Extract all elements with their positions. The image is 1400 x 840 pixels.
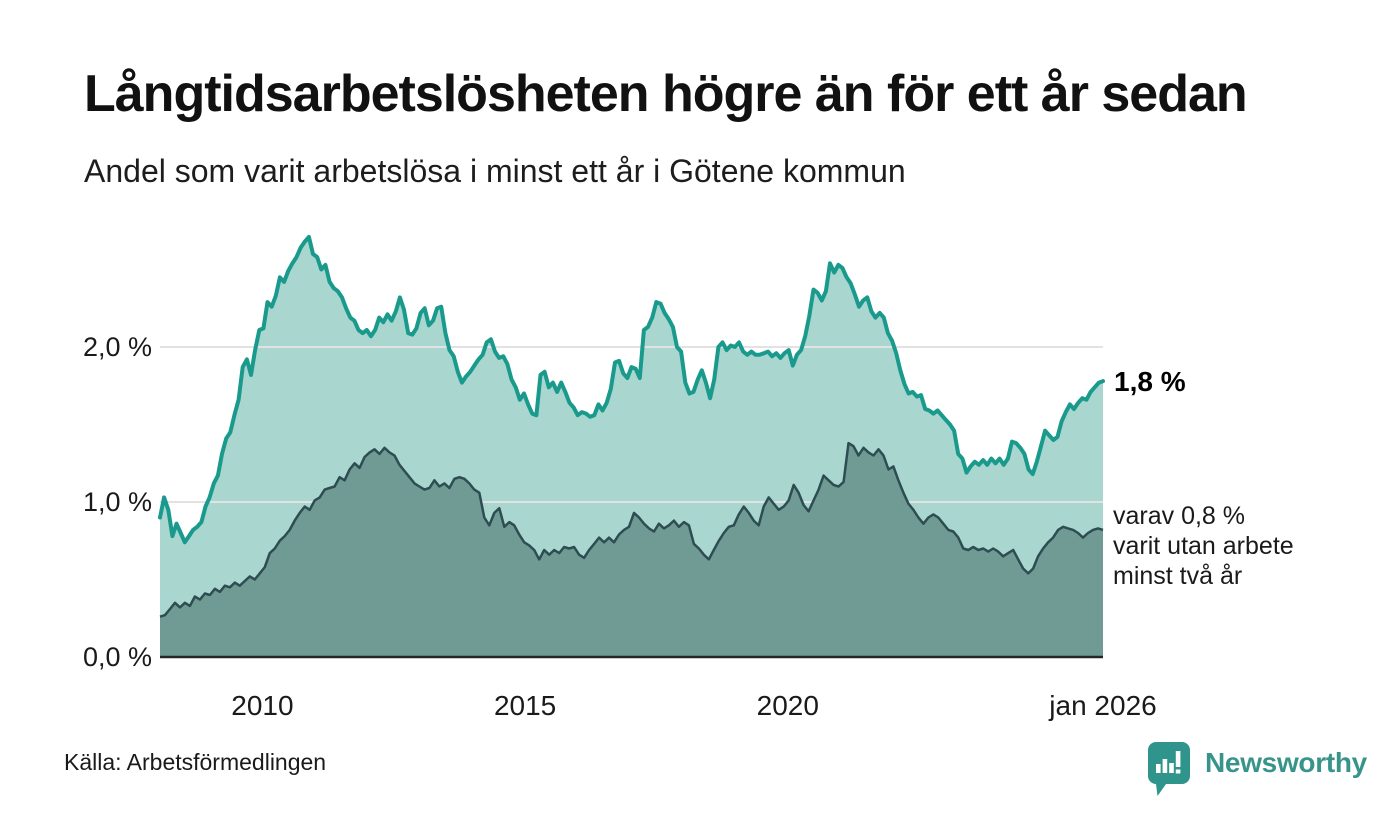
- x-tick-2015: 2015: [493, 690, 557, 721]
- page-subtitle: Andel som varit arbetslösa i minst ett å…: [84, 153, 906, 189]
- y-tick-0,0: 0,0 %: [82, 642, 152, 672]
- page-title: Långtidsarbetslösheten högre än för ett …: [84, 65, 1248, 123]
- line-total: [158, 234, 1105, 545]
- newsworthy-logo-text: Newsworthy: [1205, 747, 1367, 778]
- annotation-line-3: minst två år: [1113, 562, 1243, 590]
- x-tick-jan-2026: jan 2026: [1049, 690, 1157, 721]
- annotation-line-1: varav 0,8 %: [1113, 502, 1246, 530]
- x-tick-2020: 2020: [756, 690, 819, 721]
- newsworthy-logo-icon: [1148, 742, 1190, 796]
- line-twoyear: [159, 441, 1104, 618]
- source-note: Källa: Arbetsförmedlingen: [64, 749, 327, 775]
- y-tick-1,0: 1,0 %: [82, 487, 152, 517]
- y-tick-2,0: 2,0 %: [82, 332, 152, 362]
- newsworthy-brand: Newsworthy: [1146, 741, 1367, 797]
- secondary-series-annotation: varav 0,8 % varit utan arbete minst två …: [1113, 501, 1294, 591]
- latest-value-label: 1,8 %: [1114, 366, 1186, 397]
- area-twoyear-fill: [160, 443, 1103, 657]
- x-tick-2010: 2010: [231, 690, 294, 721]
- annotation-line-2: varit utan arbete: [1113, 532, 1294, 560]
